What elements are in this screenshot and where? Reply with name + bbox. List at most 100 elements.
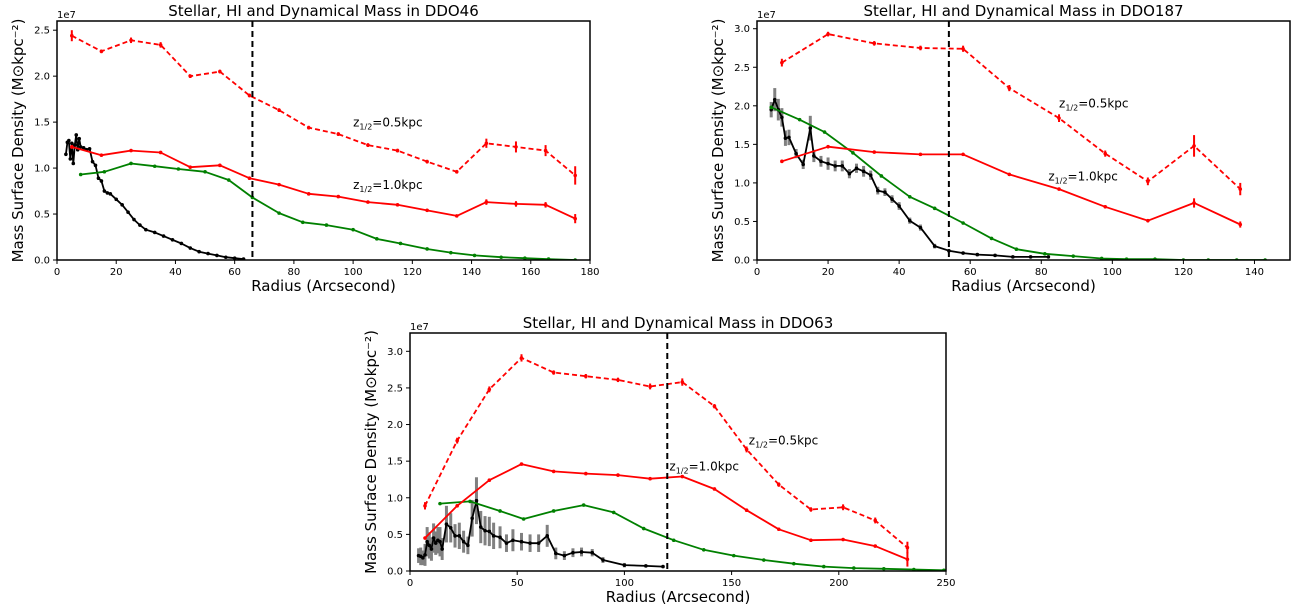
data-point <box>99 179 104 183</box>
annotation: z1/2=1.0kpc <box>669 460 739 476</box>
data-point <box>398 241 403 246</box>
data-point <box>277 211 281 215</box>
data-point <box>176 167 181 171</box>
data-point <box>423 504 427 508</box>
series-green <box>769 105 1267 260</box>
x-tick-label: 100 <box>344 267 363 278</box>
data-point <box>826 161 830 166</box>
data-point <box>170 237 175 242</box>
data-point <box>780 115 784 120</box>
annotation-sub: 1/2 <box>676 467 689 476</box>
data-point <box>425 539 429 544</box>
x-tick-label: 60 <box>964 267 977 278</box>
data-point <box>801 162 805 167</box>
data-point <box>129 148 133 153</box>
data-point <box>932 244 937 248</box>
data-point <box>132 217 136 222</box>
data-point <box>1146 218 1150 223</box>
data-point <box>72 143 77 147</box>
x-tick-label: 40 <box>893 267 906 278</box>
data-point <box>429 547 434 551</box>
data-point <box>438 539 442 544</box>
data-point <box>1146 179 1150 184</box>
data-point <box>218 163 222 168</box>
data-point <box>551 370 556 375</box>
data-point <box>1043 252 1047 256</box>
data-point <box>152 164 157 169</box>
data-point <box>780 60 784 65</box>
series-line <box>424 356 908 549</box>
data-point <box>425 247 429 251</box>
data-point <box>336 132 341 136</box>
data-point <box>553 551 558 556</box>
data-point <box>440 547 444 551</box>
data-point <box>102 189 107 193</box>
x-tick-label: 80 <box>1035 267 1048 278</box>
data-point <box>528 541 532 545</box>
data-point <box>661 564 665 569</box>
x-tick-label: 200 <box>829 578 848 589</box>
data-point <box>854 166 859 171</box>
data-point <box>470 516 474 521</box>
data-point <box>907 218 912 223</box>
data-point <box>1057 116 1061 120</box>
y-tick-label: 0.0 <box>34 256 50 267</box>
data-point <box>872 41 877 46</box>
data-point <box>912 567 916 571</box>
data-point <box>188 165 193 169</box>
x-tick-label: 150 <box>722 578 741 589</box>
data-point <box>584 471 588 476</box>
data-point <box>1014 247 1019 252</box>
data-point <box>809 538 813 543</box>
data-point <box>783 136 788 140</box>
y-axis-label: Mass Surface Density (M⊙kpc⁻²) <box>362 330 380 574</box>
data-point <box>498 509 502 513</box>
data-point <box>483 528 487 533</box>
data-point <box>622 563 627 567</box>
data-point <box>883 190 887 194</box>
data-point <box>114 197 119 202</box>
data-point <box>366 200 370 204</box>
series-red-solid <box>780 144 1243 228</box>
data-point <box>179 241 184 246</box>
data-point <box>74 133 79 137</box>
annotation-base: z <box>353 178 359 192</box>
x-tick-label: 140 <box>1245 267 1264 278</box>
y-tick-label: 2.5 <box>34 26 50 37</box>
data-point <box>787 135 791 140</box>
data-point <box>744 508 749 513</box>
data-point <box>129 161 133 166</box>
data-point <box>847 171 852 176</box>
x-tick-label: 60 <box>228 267 241 278</box>
data-point <box>455 504 459 508</box>
data-point <box>461 539 466 544</box>
data-point <box>468 499 472 504</box>
annotation-sub: 1/2 <box>359 123 372 132</box>
data-point <box>203 169 207 174</box>
series-line <box>71 34 576 177</box>
y-tick-label: 2.0 <box>734 101 750 112</box>
annotation-base: z <box>1059 96 1065 110</box>
plot-area <box>64 30 577 260</box>
data-point <box>579 550 584 554</box>
data-point <box>961 251 965 255</box>
data-point <box>611 510 616 515</box>
series-red-solid <box>423 462 910 567</box>
data-point <box>873 544 878 548</box>
annotation-sub: 1/2 <box>359 185 372 194</box>
data-point <box>78 172 83 177</box>
data-point <box>822 130 827 134</box>
annotation-sub: 1/2 <box>755 440 768 449</box>
data-point <box>487 478 492 482</box>
data-point <box>812 154 816 158</box>
data-point <box>1007 172 1012 177</box>
annotation: z1/2=0.5kpc <box>749 433 819 449</box>
x-axis-label: Radius (Arcsecond) <box>606 588 751 606</box>
data-point <box>87 146 92 151</box>
data-point <box>872 150 877 154</box>
y-tick-label: 1.5 <box>734 140 750 151</box>
data-point <box>120 203 124 207</box>
data-point <box>701 547 706 552</box>
data-point <box>99 49 104 54</box>
data-point <box>474 498 479 503</box>
